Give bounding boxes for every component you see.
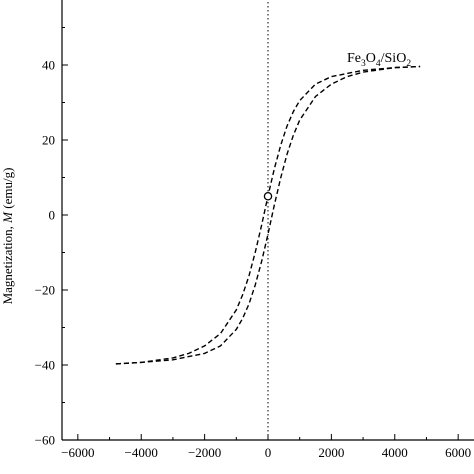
y-tick-label: −60 — [35, 433, 55, 448]
series-label-o-sub: 4 — [376, 59, 381, 69]
y-axis-label-unit: (emu/g) — [0, 168, 15, 212]
series-label-sio: /SiO — [381, 51, 407, 66]
x-tick-label: 6000 — [445, 445, 471, 460]
y-axis-label: Magnetization, M (emu/g) — [0, 168, 15, 305]
series-label: Fe3O4/SiO2 — [347, 51, 411, 69]
series-label-o: O — [366, 51, 376, 66]
x-tick-label: 0 — [265, 445, 272, 460]
x-tick-label: 4000 — [382, 445, 408, 460]
tick-marks — [62, 27, 459, 441]
series-label-fe-sub: 3 — [361, 59, 366, 69]
x-tick-label: −6000 — [61, 445, 94, 460]
y-axis-label-symbol: M — [0, 211, 15, 224]
y-tick-label: 40 — [42, 58, 55, 73]
series-label-fe: Fe — [347, 51, 361, 66]
hysteresis-curve-upper — [115, 65, 421, 365]
tick-labels: −6000 −4000 −2000 0 2000 4000 6000 −60 −40 −20 0 20… — [35, 58, 471, 461]
y-tick-label: −20 — [35, 283, 55, 298]
plot-area — [115, 0, 421, 440]
hysteresis-curve-lower — [115, 65, 421, 365]
x-tick-label: −4000 — [125, 445, 158, 460]
y-tick-label: −40 — [35, 358, 55, 373]
curve-marker-point — [263, 191, 273, 201]
y-tick-label: 0 — [49, 208, 56, 223]
x-tick-label: 2000 — [318, 445, 344, 460]
y-tick-label: 20 — [42, 133, 55, 148]
x-tick-label: −2000 — [188, 445, 221, 460]
series-label-sio-sub: 2 — [406, 59, 411, 69]
y-axis-label-text: Magnetization, — [0, 223, 15, 305]
